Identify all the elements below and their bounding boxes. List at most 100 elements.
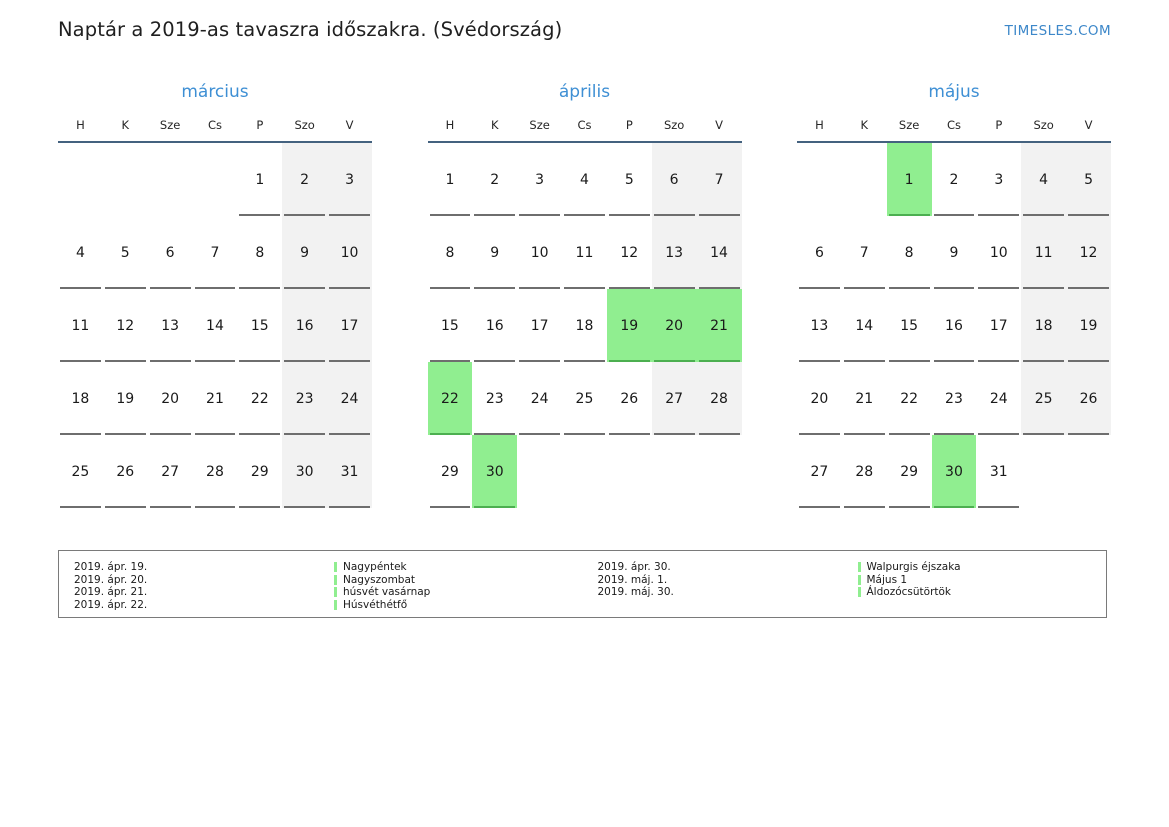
day-cell[interactable]: 5	[1066, 142, 1111, 216]
day-cell[interactable]: 21	[193, 362, 238, 435]
day-cell[interactable]: 1	[237, 142, 282, 216]
day-cell[interactable]: 14	[696, 216, 742, 289]
day-cell[interactable]: 26	[1066, 362, 1111, 435]
day-cell[interactable]: 13	[797, 289, 842, 362]
day-cell[interactable]: 25	[58, 435, 103, 508]
day-cell[interactable]: 17	[976, 289, 1021, 362]
day-cell[interactable]: 23	[282, 362, 328, 435]
day-cell[interactable]: 25	[562, 362, 607, 435]
day-cell[interactable]: 19	[103, 362, 148, 435]
day-cell[interactable]: 29	[237, 435, 282, 508]
legend-date: 2019. máj. 1.	[597, 573, 668, 586]
day-cell[interactable]: 24	[976, 362, 1021, 435]
day-cell[interactable]: 16	[472, 289, 517, 362]
day-cell[interactable]: 1	[428, 142, 473, 216]
day-cell[interactable]: 27	[797, 435, 842, 508]
day-cell[interactable]: 30	[931, 435, 977, 508]
day-cell[interactable]: 15	[237, 289, 282, 362]
day-number: 15	[250, 317, 269, 334]
day-cell[interactable]: 19	[606, 289, 652, 362]
day-cell[interactable]: 27	[651, 362, 697, 435]
day-cell[interactable]: 29	[428, 435, 473, 508]
day-cell[interactable]: 6	[651, 142, 697, 216]
day-cell[interactable]: 3	[976, 142, 1021, 216]
day-cell-empty	[517, 435, 562, 508]
day-cell[interactable]: 23	[932, 362, 977, 435]
day-cell[interactable]: 26	[607, 362, 652, 435]
day-cell[interactable]: 18	[562, 289, 607, 362]
day-cell[interactable]: 14	[193, 289, 238, 362]
day-cell[interactable]: 30	[472, 435, 518, 508]
day-cell[interactable]: 24	[327, 362, 372, 435]
day-cell[interactable]: 2	[932, 142, 977, 216]
day-cell[interactable]: 8	[237, 216, 282, 289]
day-number: 4	[75, 244, 85, 261]
week-row: 27 28 29 30 31	[797, 435, 1111, 508]
brand-logo[interactable]: TIMESLES.COM	[1004, 23, 1111, 39]
day-cell[interactable]: 16	[282, 289, 328, 362]
day-cell[interactable]: 12	[103, 289, 148, 362]
day-cell[interactable]: 20	[797, 362, 842, 435]
day-cell[interactable]: 12	[607, 216, 652, 289]
day-cell[interactable]: 13	[651, 216, 697, 289]
day-cell[interactable]: 7	[842, 216, 887, 289]
day-cell[interactable]: 9	[282, 216, 328, 289]
day-cell[interactable]: 28	[696, 362, 742, 435]
day-cell[interactable]: 13	[148, 289, 193, 362]
day-cell[interactable]: 4	[1021, 142, 1067, 216]
day-cell[interactable]: 31	[976, 435, 1021, 508]
day-cell[interactable]: 2	[472, 142, 517, 216]
day-cell[interactable]: 21	[842, 362, 887, 435]
day-cell[interactable]: 8	[887, 216, 932, 289]
day-cell[interactable]: 4	[58, 216, 103, 289]
day-cell[interactable]: 23	[472, 362, 517, 435]
day-cell[interactable]: 22	[427, 362, 473, 435]
day-cell[interactable]: 17	[327, 289, 372, 362]
day-cell[interactable]: 28	[193, 435, 238, 508]
day-cell[interactable]: 9	[472, 216, 517, 289]
day-cell[interactable]: 29	[887, 435, 932, 508]
day-cell[interactable]: 18	[1021, 289, 1067, 362]
day-cell[interactable]: 5	[103, 216, 148, 289]
day-cell[interactable]: 7	[696, 142, 742, 216]
day-cell[interactable]: 9	[932, 216, 977, 289]
day-cell[interactable]: 18	[58, 362, 103, 435]
day-cell[interactable]: 19	[1066, 289, 1111, 362]
day-cell[interactable]: 5	[607, 142, 652, 216]
day-cell[interactable]: 28	[842, 435, 887, 508]
day-cell[interactable]: 11	[562, 216, 607, 289]
day-cell[interactable]: 10	[517, 216, 562, 289]
day-cell[interactable]: 1	[886, 142, 932, 216]
day-cell[interactable]: 22	[237, 362, 282, 435]
day-cell[interactable]: 10	[976, 216, 1021, 289]
day-cell[interactable]: 24	[517, 362, 562, 435]
day-cell[interactable]: 21	[696, 289, 742, 362]
day-cell[interactable]: 11	[1021, 216, 1067, 289]
day-cell[interactable]: 22	[887, 362, 932, 435]
day-cell[interactable]: 4	[562, 142, 607, 216]
day-cell[interactable]: 17	[517, 289, 562, 362]
day-cell[interactable]: 15	[887, 289, 932, 362]
day-cell[interactable]: 14	[842, 289, 887, 362]
day-cell[interactable]: 6	[148, 216, 193, 289]
day-cell[interactable]: 3	[327, 142, 372, 216]
day-cell[interactable]: 6	[797, 216, 842, 289]
day-cell[interactable]: 16	[932, 289, 977, 362]
day-cell[interactable]: 10	[327, 216, 372, 289]
day-cell[interactable]: 20	[148, 362, 193, 435]
day-cell[interactable]: 8	[428, 216, 473, 289]
day-cell[interactable]: 3	[517, 142, 562, 216]
day-cell[interactable]: 20	[651, 289, 697, 362]
day-cell[interactable]: 31	[327, 435, 372, 508]
day-cell[interactable]: 7	[193, 216, 238, 289]
day-cell[interactable]: 26	[103, 435, 148, 508]
day-cell[interactable]: 15	[428, 289, 473, 362]
day-cell[interactable]: 2	[282, 142, 328, 216]
legend-label-list: Nagypéntek Nagyszombat húsvét vasárnap Húsv…	[334, 561, 583, 617]
day-cell[interactable]: 27	[148, 435, 193, 508]
day-cell[interactable]: 12	[1066, 216, 1111, 289]
page-title: Naptár a 2019-as tavaszra időszakra. (Sv…	[58, 18, 563, 41]
day-cell[interactable]: 30	[282, 435, 328, 508]
day-cell[interactable]: 11	[58, 289, 103, 362]
day-cell[interactable]: 25	[1021, 362, 1067, 435]
